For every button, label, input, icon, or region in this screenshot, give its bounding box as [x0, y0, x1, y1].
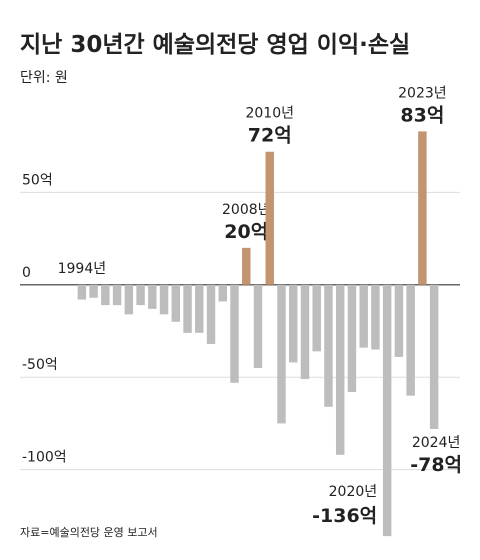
bar	[300, 284, 310, 380]
bar	[359, 284, 368, 348]
year-label: 1994년	[58, 261, 107, 277]
chart-subtitle: 단위: 원	[20, 70, 68, 86]
value-label: 83억	[400, 104, 444, 126]
year-label: 2008년	[222, 202, 271, 218]
bar	[136, 284, 145, 306]
bar	[218, 284, 228, 302]
bar	[230, 284, 239, 383]
bar	[195, 284, 204, 333]
bar	[382, 284, 392, 537]
bar	[335, 284, 345, 455]
year-label: 2023년	[398, 85, 447, 101]
bar	[288, 284, 298, 363]
y-tick-label: -100억	[22, 450, 67, 466]
bar	[206, 284, 216, 344]
bar	[242, 247, 251, 285]
bar	[277, 284, 286, 424]
y-tick-label: 0	[22, 265, 31, 281]
value-label: 20억	[224, 221, 268, 243]
bar	[89, 284, 98, 298]
bar	[406, 284, 415, 396]
bar	[429, 284, 439, 429]
bar	[265, 151, 274, 285]
y-tick-label: -50억	[22, 357, 58, 373]
bar	[77, 284, 87, 300]
bar	[371, 284, 380, 350]
value-label: -136억	[312, 505, 377, 527]
bar	[159, 284, 169, 315]
bar	[101, 284, 110, 306]
year-label: 2020년	[329, 484, 378, 500]
bar	[347, 284, 357, 392]
bar	[148, 284, 157, 309]
bar	[171, 284, 181, 322]
year-label: 2010년	[245, 106, 294, 122]
year-label: 2024년	[412, 435, 461, 451]
bar	[112, 284, 122, 306]
bar	[124, 284, 134, 315]
value-label: -78억	[410, 454, 462, 476]
bar	[394, 284, 404, 357]
value-label: 72억	[248, 125, 292, 147]
bar	[253, 284, 263, 368]
bar	[418, 131, 427, 285]
bar	[312, 284, 321, 352]
source: 자료=예술의전당 운영 보고서	[20, 526, 158, 539]
y-tick-label: 50억	[22, 172, 53, 188]
bar	[183, 284, 192, 333]
bar	[324, 284, 333, 407]
chart-title: 지난 30년간 예술의전당 영업 이익·손실	[20, 32, 410, 58]
